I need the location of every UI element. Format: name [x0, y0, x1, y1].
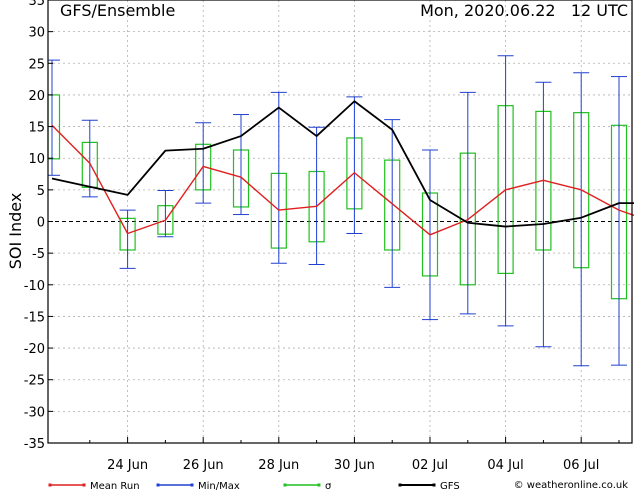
- mean-line: [51, 124, 634, 236]
- x-tick-label: 06 Jul: [563, 458, 599, 473]
- chart-header-model: GFS/Ensemble: [60, 1, 175, 20]
- legend-marker: [156, 483, 160, 487]
- y-tick-label: 0: [37, 216, 45, 231]
- gfs-line: [51, 100, 634, 228]
- x-tick-label: 02 Jul: [412, 458, 448, 473]
- y-tick-label: -15: [24, 310, 45, 325]
- legend-marker: [190, 483, 194, 487]
- series-lines-layer: [51, 100, 634, 236]
- x-tick-label: 04 Jul: [487, 458, 523, 473]
- x-tick-label: 30 Jun: [334, 458, 375, 473]
- legend-marker: [82, 483, 86, 487]
- y-axis-label: SOI Index: [6, 193, 25, 270]
- legend-marker: [48, 483, 52, 487]
- legend-label: Mean Run: [90, 481, 140, 490]
- y-tick-label: -30: [24, 405, 45, 420]
- legend-marker: [317, 483, 321, 487]
- x-tick-label: 28 Jun: [258, 458, 299, 473]
- y-tick-label: -35: [24, 437, 45, 452]
- legend-marker: [432, 483, 436, 487]
- y-tick-label: -10: [24, 279, 45, 294]
- y-tick-label: 5: [37, 184, 45, 199]
- y-tick-label: 20: [28, 89, 45, 104]
- legend-marker: [283, 483, 287, 487]
- legend-label: Min/Max: [198, 481, 240, 490]
- legend: Mean Run Min/Max σ GFS: [48, 481, 460, 490]
- y-axis: -35 -30 -25 -20 -15 -10 -5 0 5 10 15 20 25 30 35: [24, 0, 53, 452]
- chart-header-datetime: Mon, 2020.06.22 12 UTC: [420, 1, 628, 20]
- y-tick-label: 10: [28, 152, 45, 167]
- x-tick-label: 26 Jun: [183, 458, 224, 473]
- x-axis: 24 Jun 26 Jun 28 Jun 30 Jun 02 Jul 04 Jul 06 J…: [89, 437, 620, 473]
- y-tick-label: 35: [28, 0, 45, 9]
- y-tick-label: -20: [24, 342, 45, 357]
- legend-marker: [398, 483, 402, 487]
- y-tick-label: 15: [28, 121, 45, 136]
- y-tick-label: -5: [32, 247, 45, 262]
- x-tick-label: 24 Jun: [107, 458, 148, 473]
- credit-text: © weatheronline.co.uk: [514, 480, 629, 490]
- legend-label: σ: [325, 481, 332, 490]
- grid-layer: [48, 0, 632, 444]
- legend-label: GFS: [440, 481, 460, 490]
- y-tick-label: -25: [24, 374, 45, 389]
- y-tick-label: 30: [28, 26, 45, 41]
- y-tick-label: 25: [28, 57, 45, 72]
